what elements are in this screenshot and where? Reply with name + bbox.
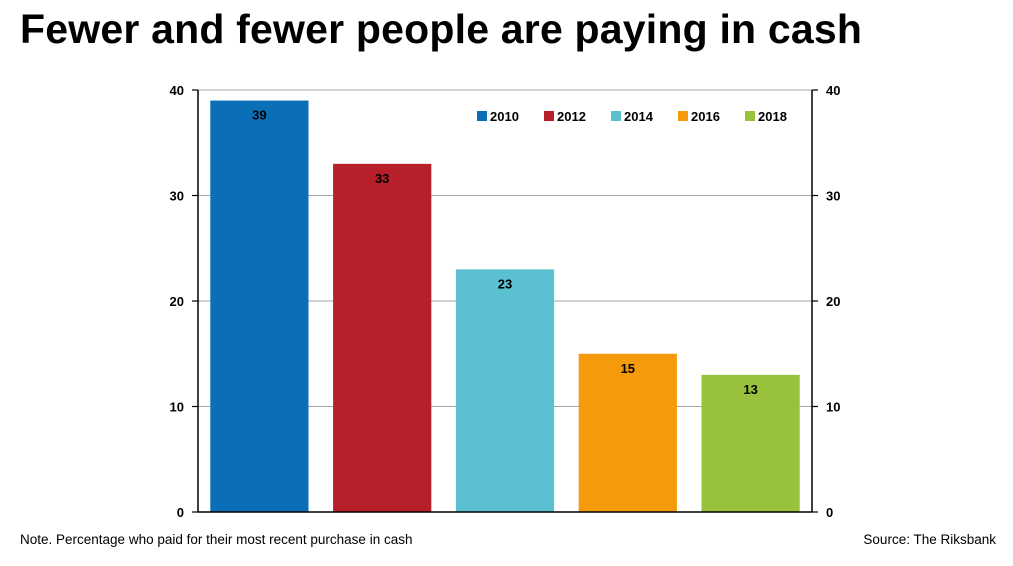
chart-note: Note. Percentage who paid for their most… bbox=[20, 532, 413, 547]
y-tick-label-right: 10 bbox=[826, 400, 840, 415]
legend-swatch-2010 bbox=[477, 111, 487, 121]
tick-labels: 0 0 10 10 20 20 30 30 40 40 bbox=[170, 83, 841, 520]
legend-label-2016: 2016 bbox=[691, 109, 720, 124]
y-tick-label-left: 30 bbox=[170, 189, 184, 204]
data-label-2016: 15 bbox=[621, 361, 635, 376]
legend-label-2018: 2018 bbox=[758, 109, 787, 124]
y-tick-label-left: 20 bbox=[170, 294, 184, 309]
y-tick-label-right: 40 bbox=[826, 83, 840, 98]
bar-2016 bbox=[578, 353, 677, 512]
y-tick-label-right: 0 bbox=[826, 505, 833, 520]
y-tick-label-left: 40 bbox=[170, 83, 184, 98]
legend-swatch-2014 bbox=[611, 111, 621, 121]
legend-label-2012: 2012 bbox=[557, 109, 586, 124]
legend-swatch-2018 bbox=[745, 111, 755, 121]
y-tick-label-left: 10 bbox=[170, 400, 184, 415]
data-label-2010: 39 bbox=[252, 108, 266, 123]
bar-2012 bbox=[333, 163, 432, 512]
page-title: Fewer and fewer people are paying in cas… bbox=[20, 6, 863, 52]
data-labels: 39 33 23 15 13 bbox=[252, 108, 758, 397]
legend: 2010 2012 2014 2016 2018 bbox=[477, 109, 787, 124]
data-label-2014: 23 bbox=[498, 276, 512, 291]
legend-swatch-2012 bbox=[544, 111, 554, 121]
legend-swatch-2016 bbox=[678, 111, 688, 121]
y-tick-label-right: 20 bbox=[826, 294, 840, 309]
y-tick-label-left: 0 bbox=[177, 505, 184, 520]
bar-2014 bbox=[455, 269, 555, 512]
legend-label-2010: 2010 bbox=[490, 109, 519, 124]
data-label-2012: 33 bbox=[375, 171, 389, 186]
bar-2010 bbox=[210, 100, 309, 513]
axes bbox=[192, 89, 818, 513]
y-tick-label-right: 30 bbox=[826, 189, 840, 204]
chart-source: Source: The Riksbank bbox=[863, 532, 996, 547]
bar-2018 bbox=[701, 374, 800, 512]
legend-label-2014: 2014 bbox=[624, 109, 654, 124]
data-label-2018: 13 bbox=[743, 382, 757, 397]
bars bbox=[210, 100, 800, 513]
